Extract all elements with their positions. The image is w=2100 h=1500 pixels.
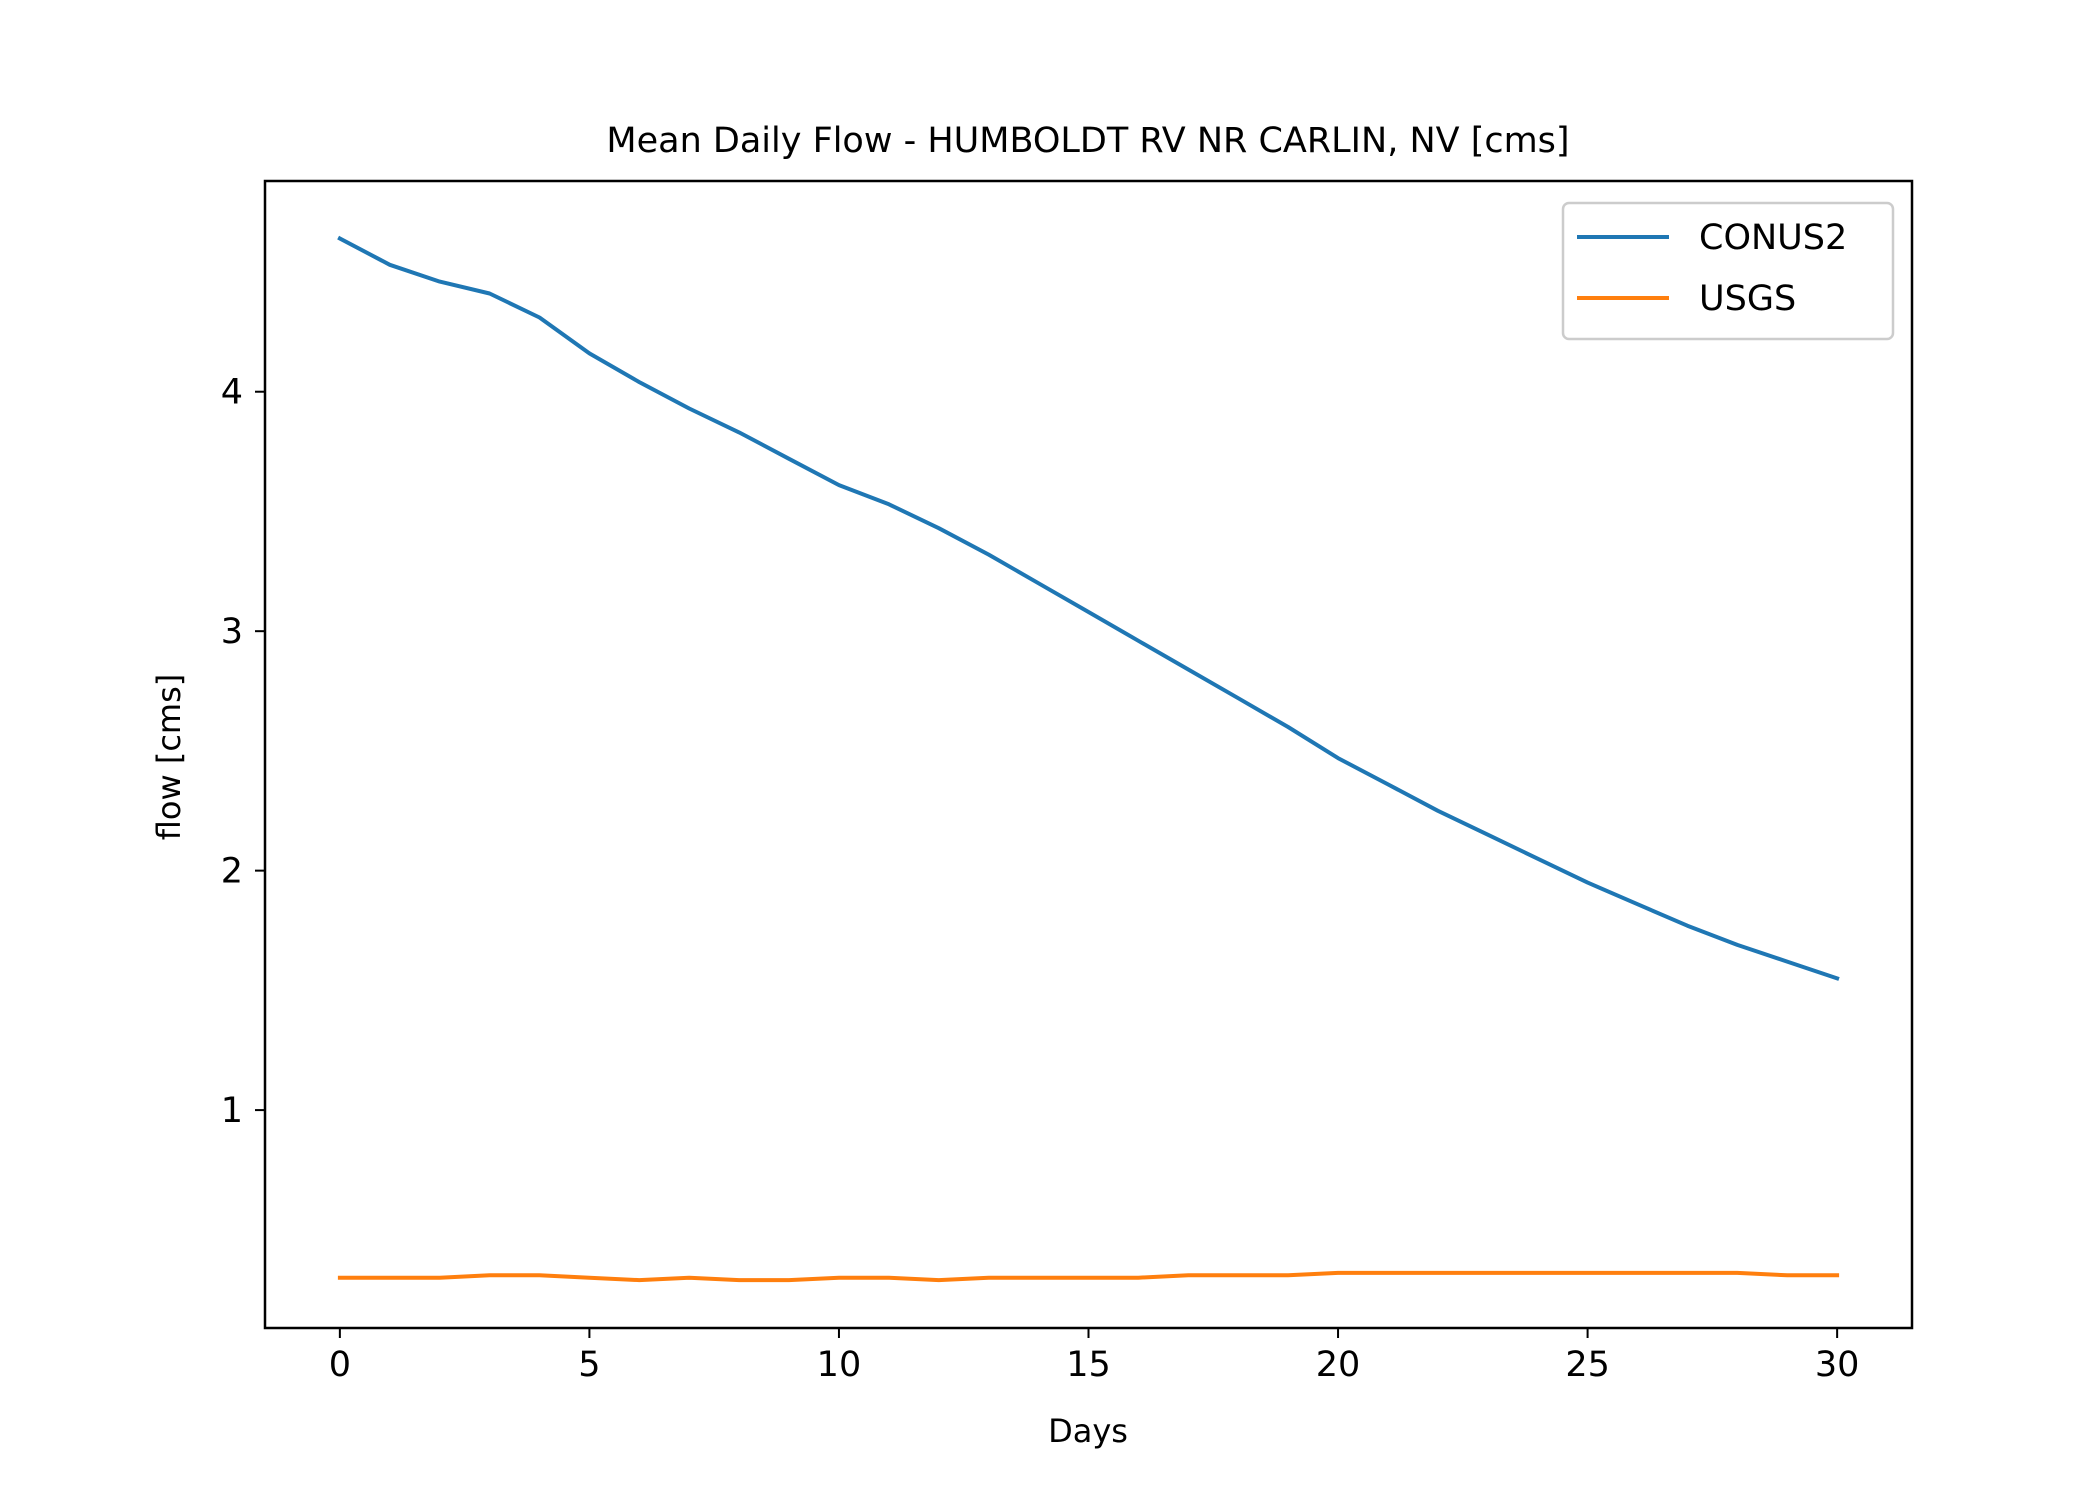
series-line-conus2 — [337, 235, 1840, 981]
plot-area — [337, 235, 1840, 1283]
x-tick-label: 5 — [578, 1345, 600, 1385]
legend: CONUS2 USGS — [1561, 201, 1895, 341]
y-tick-label: 2 — [221, 852, 243, 892]
x-axis-label: Days — [1048, 1412, 1128, 1450]
legend-label-usgs: USGS — [1699, 279, 1796, 319]
y-tick-label: 1 — [221, 1091, 243, 1131]
x-tick-label: 20 — [1316, 1345, 1361, 1385]
x-tick-label: 30 — [1815, 1345, 1860, 1385]
legend-label-conus2: CONUS2 — [1699, 218, 1847, 258]
y-tick-label: 4 — [221, 373, 243, 413]
axes-frame — [263, 179, 1914, 1330]
x-tick-label: 0 — [329, 1345, 351, 1385]
x-tick-label: 15 — [1066, 1345, 1111, 1385]
y-axis-label: flow [cms] — [150, 674, 188, 840]
y-tick-label: 3 — [221, 612, 243, 652]
x-tick-label: 25 — [1565, 1345, 1610, 1385]
axis-ticks: 0 5 10 15 20 25 30 1 2 3 4 — [221, 373, 1860, 1385]
chart-title: Mean Daily Flow - HUMBOLDT RV NR CARLIN,… — [606, 121, 1569, 161]
series-line-usgs — [337, 1270, 1840, 1283]
x-tick-label: 10 — [817, 1345, 862, 1385]
